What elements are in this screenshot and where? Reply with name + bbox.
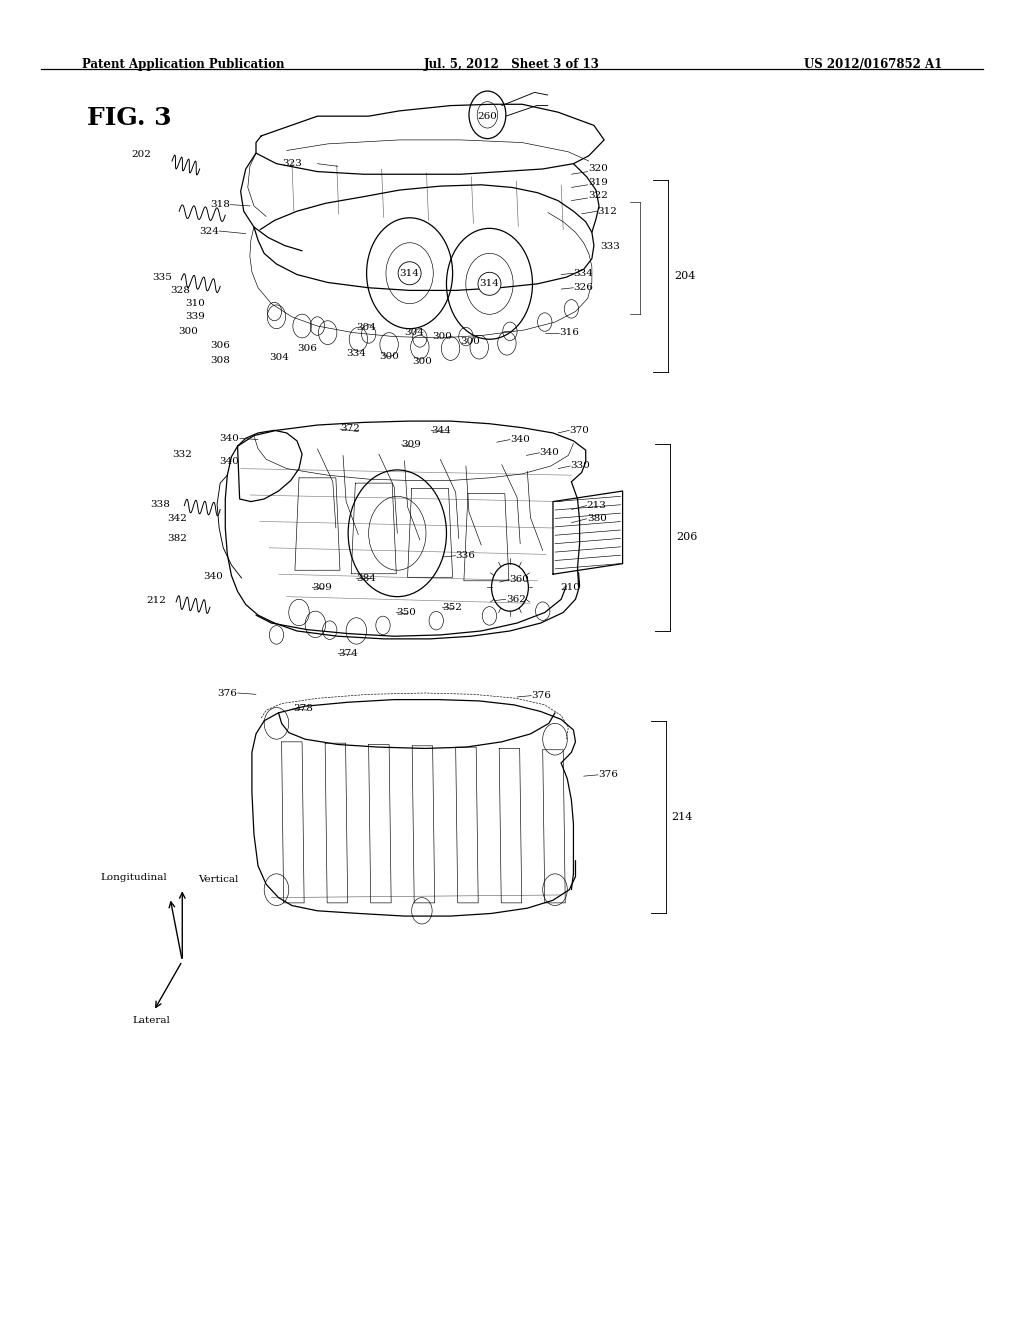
Text: 324: 324: [200, 227, 219, 235]
Text: 308: 308: [211, 356, 230, 364]
Text: 384: 384: [356, 574, 376, 582]
Text: 206: 206: [676, 532, 697, 543]
Text: 340: 340: [220, 458, 240, 466]
Text: 210: 210: [560, 583, 580, 591]
Text: 204: 204: [674, 271, 695, 281]
Text: 340: 340: [204, 573, 223, 581]
Text: 300: 300: [178, 327, 198, 335]
Text: 304: 304: [404, 329, 424, 337]
Text: 322: 322: [588, 191, 607, 199]
Text: Longitudinal: Longitudinal: [100, 873, 167, 882]
Text: 314: 314: [399, 269, 420, 277]
Text: US 2012/0167852 A1: US 2012/0167852 A1: [804, 58, 942, 71]
Text: 335: 335: [153, 273, 172, 281]
Text: 323: 323: [283, 160, 302, 168]
Text: 338: 338: [151, 500, 170, 508]
Text: 352: 352: [442, 603, 462, 611]
Text: Patent Application Publication: Patent Application Publication: [82, 58, 285, 71]
Text: 326: 326: [573, 284, 593, 292]
Text: 340: 340: [510, 436, 529, 444]
Text: 328: 328: [171, 286, 190, 294]
Text: 350: 350: [396, 609, 416, 616]
Text: FIG. 3: FIG. 3: [87, 106, 172, 129]
Text: 333: 333: [600, 243, 620, 251]
Text: 376: 376: [218, 689, 238, 697]
Text: 334: 334: [346, 350, 366, 358]
Text: 382: 382: [168, 535, 187, 543]
Text: 378: 378: [293, 705, 312, 713]
Text: 336: 336: [456, 552, 475, 560]
Text: 334: 334: [573, 269, 593, 277]
Text: 360: 360: [509, 576, 528, 583]
Text: 310: 310: [185, 300, 205, 308]
Text: 309: 309: [312, 583, 332, 591]
Text: 316: 316: [559, 329, 579, 337]
Text: 202: 202: [132, 150, 152, 158]
Text: Lateral: Lateral: [133, 1016, 170, 1026]
Text: 372: 372: [340, 425, 359, 433]
Text: 300: 300: [460, 338, 479, 346]
Text: 214: 214: [672, 812, 693, 822]
Text: 376: 376: [598, 771, 617, 779]
Text: 380: 380: [587, 515, 606, 523]
Text: 344: 344: [431, 426, 451, 434]
Text: 312: 312: [597, 207, 616, 215]
Text: 339: 339: [185, 313, 205, 321]
Text: 370: 370: [569, 426, 589, 434]
Text: 314: 314: [479, 280, 500, 288]
Text: 318: 318: [211, 201, 230, 209]
Text: 213: 213: [587, 502, 606, 510]
Text: Vertical: Vertical: [198, 875, 238, 884]
Text: 304: 304: [269, 354, 289, 362]
Text: 319: 319: [588, 178, 607, 186]
Text: 362: 362: [506, 595, 525, 603]
Text: 300: 300: [413, 358, 432, 366]
Text: 309: 309: [401, 441, 421, 449]
Text: 376: 376: [531, 692, 551, 700]
Text: 330: 330: [570, 462, 590, 470]
Text: 300: 300: [379, 352, 398, 360]
Text: 340: 340: [220, 434, 240, 442]
Text: 212: 212: [146, 597, 166, 605]
Text: 332: 332: [173, 450, 193, 458]
Text: 306: 306: [211, 342, 230, 350]
Text: 342: 342: [168, 515, 187, 523]
Text: 320: 320: [588, 165, 607, 173]
Text: 304: 304: [356, 323, 376, 331]
Text: Jul. 5, 2012   Sheet 3 of 13: Jul. 5, 2012 Sheet 3 of 13: [424, 58, 600, 71]
Text: 374: 374: [338, 649, 357, 657]
Text: 306: 306: [297, 345, 316, 352]
Text: 260: 260: [477, 112, 498, 120]
Text: 340: 340: [540, 449, 559, 457]
Text: 300: 300: [432, 333, 452, 341]
